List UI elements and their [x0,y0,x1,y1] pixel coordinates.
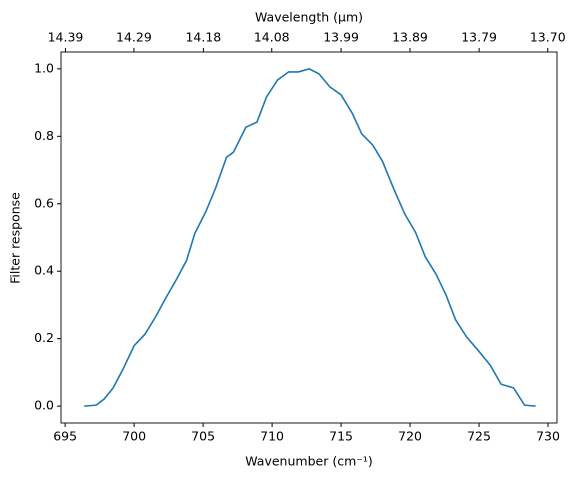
x-tick-label: 715 [329,429,353,444]
y-tick-label: 0.0 [34,398,54,413]
y-tick-label: 0.2 [34,330,54,345]
x-tick-label: 710 [260,429,284,444]
y-tick-label: 0.4 [34,263,54,278]
y-tick-label: 1.0 [34,60,54,75]
x-tick-label: 730 [536,429,560,444]
x-tick-label: 725 [467,429,491,444]
y-axis-label: Filter response [8,192,23,284]
y-tick-label: 0.8 [34,128,54,143]
x2-tick-label: 13.99 [323,30,359,45]
x-axis-label: Wavenumber (cm⁻¹) [245,454,372,469]
x-tick-label: 700 [122,429,146,444]
data-line [84,68,536,407]
x2-tick-label: 14.39 [48,30,84,45]
x2-tick-label: 14.08 [254,30,290,45]
x2-tick-label: 13.89 [392,30,428,45]
y-tick-label: 0.6 [34,195,54,210]
x2-axis-label: Wavelength (μm) [255,10,363,25]
x2-tick-label: 13.79 [461,30,497,45]
plot-frame [60,51,558,424]
x-tick-label: 720 [398,429,422,444]
x-tick-label: 695 [53,429,77,444]
x-tick-label: 705 [191,429,215,444]
x2-tick-label: 14.29 [116,30,152,45]
x2-tick-label: 14.18 [185,30,221,45]
x2-tick-label: 13.70 [530,30,566,45]
